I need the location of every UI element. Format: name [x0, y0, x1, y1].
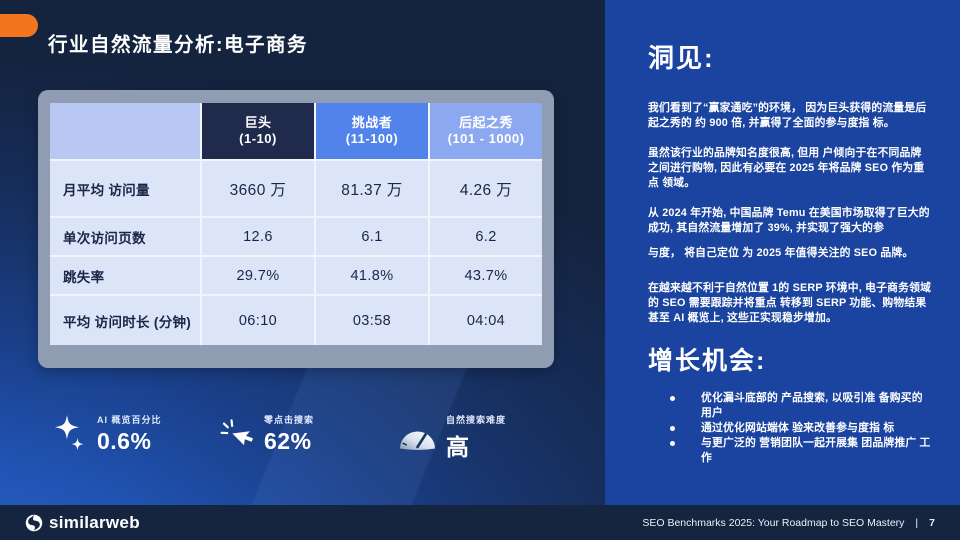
stat-search-difficulty: 自然搜索难度 高	[398, 413, 506, 462]
column-range: (1-10)	[239, 131, 277, 146]
stat-value: 0.6%	[97, 428, 152, 454]
growth-list: 优化漏斗底部的 产品搜索, 以吸引准 备购买的用户 通过优化网站端体 验来改善参…	[668, 391, 932, 466]
table-cell: 81.37 万	[316, 161, 428, 216]
row-label-monthly-visits: 月平均 访问量	[50, 161, 200, 216]
document-title: SEO Benchmarks 2025: Your Roadmap to SEO…	[642, 516, 905, 529]
table-cell: 03:58	[316, 296, 428, 345]
column-header-challengers: 挑战者 (11-100)	[316, 103, 428, 159]
accent-tab	[0, 14, 38, 37]
insight-paragraph: 在越来越不利于自然位置 1的 SERP 环境中, 电子商务领域的 SEO 需要跟…	[648, 282, 932, 324]
row-label-bounce-rate: 跳失率	[50, 257, 200, 294]
insights-heading: 洞见:	[648, 43, 715, 73]
gauge-icon	[398, 425, 437, 451]
insight-paragraph: 虽然该行业的品牌知名度很高, 但用 户倾向于在不同品牌之间进行购物, 因此有必要…	[648, 147, 925, 189]
growth-heading: 增长机会:	[648, 347, 767, 375]
footer-separator: |	[915, 516, 919, 529]
growth-bullet: 与更广泛的 营销团队一起开展集 团品牌推广 工作	[668, 436, 932, 466]
insight-paragraph: 与度， 将自己定位 为 2025 年值得关注的 SEO 品牌。	[648, 247, 914, 259]
table-cell: 6.1	[316, 218, 428, 255]
table-corner-cell	[50, 103, 200, 159]
column-range: (101 - 1000)	[447, 131, 525, 146]
similarweb-brand: similarweb	[25, 513, 140, 533]
table-cell: 4.26 万	[430, 161, 542, 216]
table-cell: 41.8%	[316, 257, 428, 294]
growth-bullet: 通过优化网站端体 验来改善参与度指 标	[668, 421, 932, 436]
sparkles-icon	[51, 413, 88, 455]
stat-zero-click: 零点击搜索 62%	[220, 413, 314, 455]
table-cell: 3660 万	[202, 161, 314, 216]
table-cell: 12.6	[202, 218, 314, 255]
insights-panel: 洞见: 我们看到了“赢家通吃”的环境， 因为巨头获得的流量是后起之秀的 约 90…	[605, 0, 960, 505]
stat-label: AI 概览百分比	[97, 415, 162, 425]
table-cell: 04:04	[430, 296, 542, 345]
column-range: (11-100)	[345, 131, 399, 146]
table-cell: 06:10	[202, 296, 314, 345]
table-cell: 29.7%	[202, 257, 314, 294]
stat-value: 62%	[264, 428, 312, 454]
column-header-risingstars: 后起之秀 (101 - 1000)	[430, 103, 542, 159]
column-label: 挑战者	[351, 115, 393, 130]
row-label-pages-per-visit: 单次访问页数	[50, 218, 200, 255]
growth-bullet: 优化漏斗底部的 产品搜索, 以吸引准 备购买的用户	[668, 391, 932, 421]
column-label: 后起之秀	[458, 115, 513, 130]
table-cell: 6.2	[430, 218, 542, 255]
benchmark-table-card: 巨头 (1-10) 挑战者 (11-100) 后起之秀 (101 - 1000)…	[38, 90, 554, 368]
similarweb-logo-icon	[25, 514, 43, 532]
page-title: 行业自然流量分析:电子商务	[48, 34, 308, 56]
stat-value: 高	[446, 434, 470, 460]
stat-label: 自然搜索难度	[446, 415, 507, 425]
insight-paragraph: 从 2024 年开始, 中国品牌 Temu 在美国市场取得了巨大的成功, 其自然…	[648, 207, 930, 234]
table-cell: 43.7%	[430, 257, 542, 294]
click-cursor-icon	[220, 417, 255, 452]
page-number: 7	[929, 516, 935, 529]
column-label: 巨头	[244, 115, 272, 130]
row-label-avg-duration: 平均 访问时长 (分钟)	[50, 296, 200, 345]
footer-bar: similarweb SEO Benchmarks 2025: Your Roa…	[0, 505, 960, 540]
stat-ai-overview: AI 概览百分比 0.6%	[51, 413, 162, 455]
insight-paragraph: 我们看到了“赢家通吃”的环境， 因为巨头获得的流量是后起之秀的 约 900 倍,…	[648, 102, 927, 129]
footer-meta: SEO Benchmarks 2025: Your Roadmap to SEO…	[642, 517, 935, 529]
stat-label: 零点击搜索	[264, 415, 315, 425]
column-header-giants: 巨头 (1-10)	[202, 103, 314, 159]
brand-name: similarweb	[49, 512, 140, 532]
benchmark-table: 巨头 (1-10) 挑战者 (11-100) 后起之秀 (101 - 1000)…	[50, 103, 542, 345]
